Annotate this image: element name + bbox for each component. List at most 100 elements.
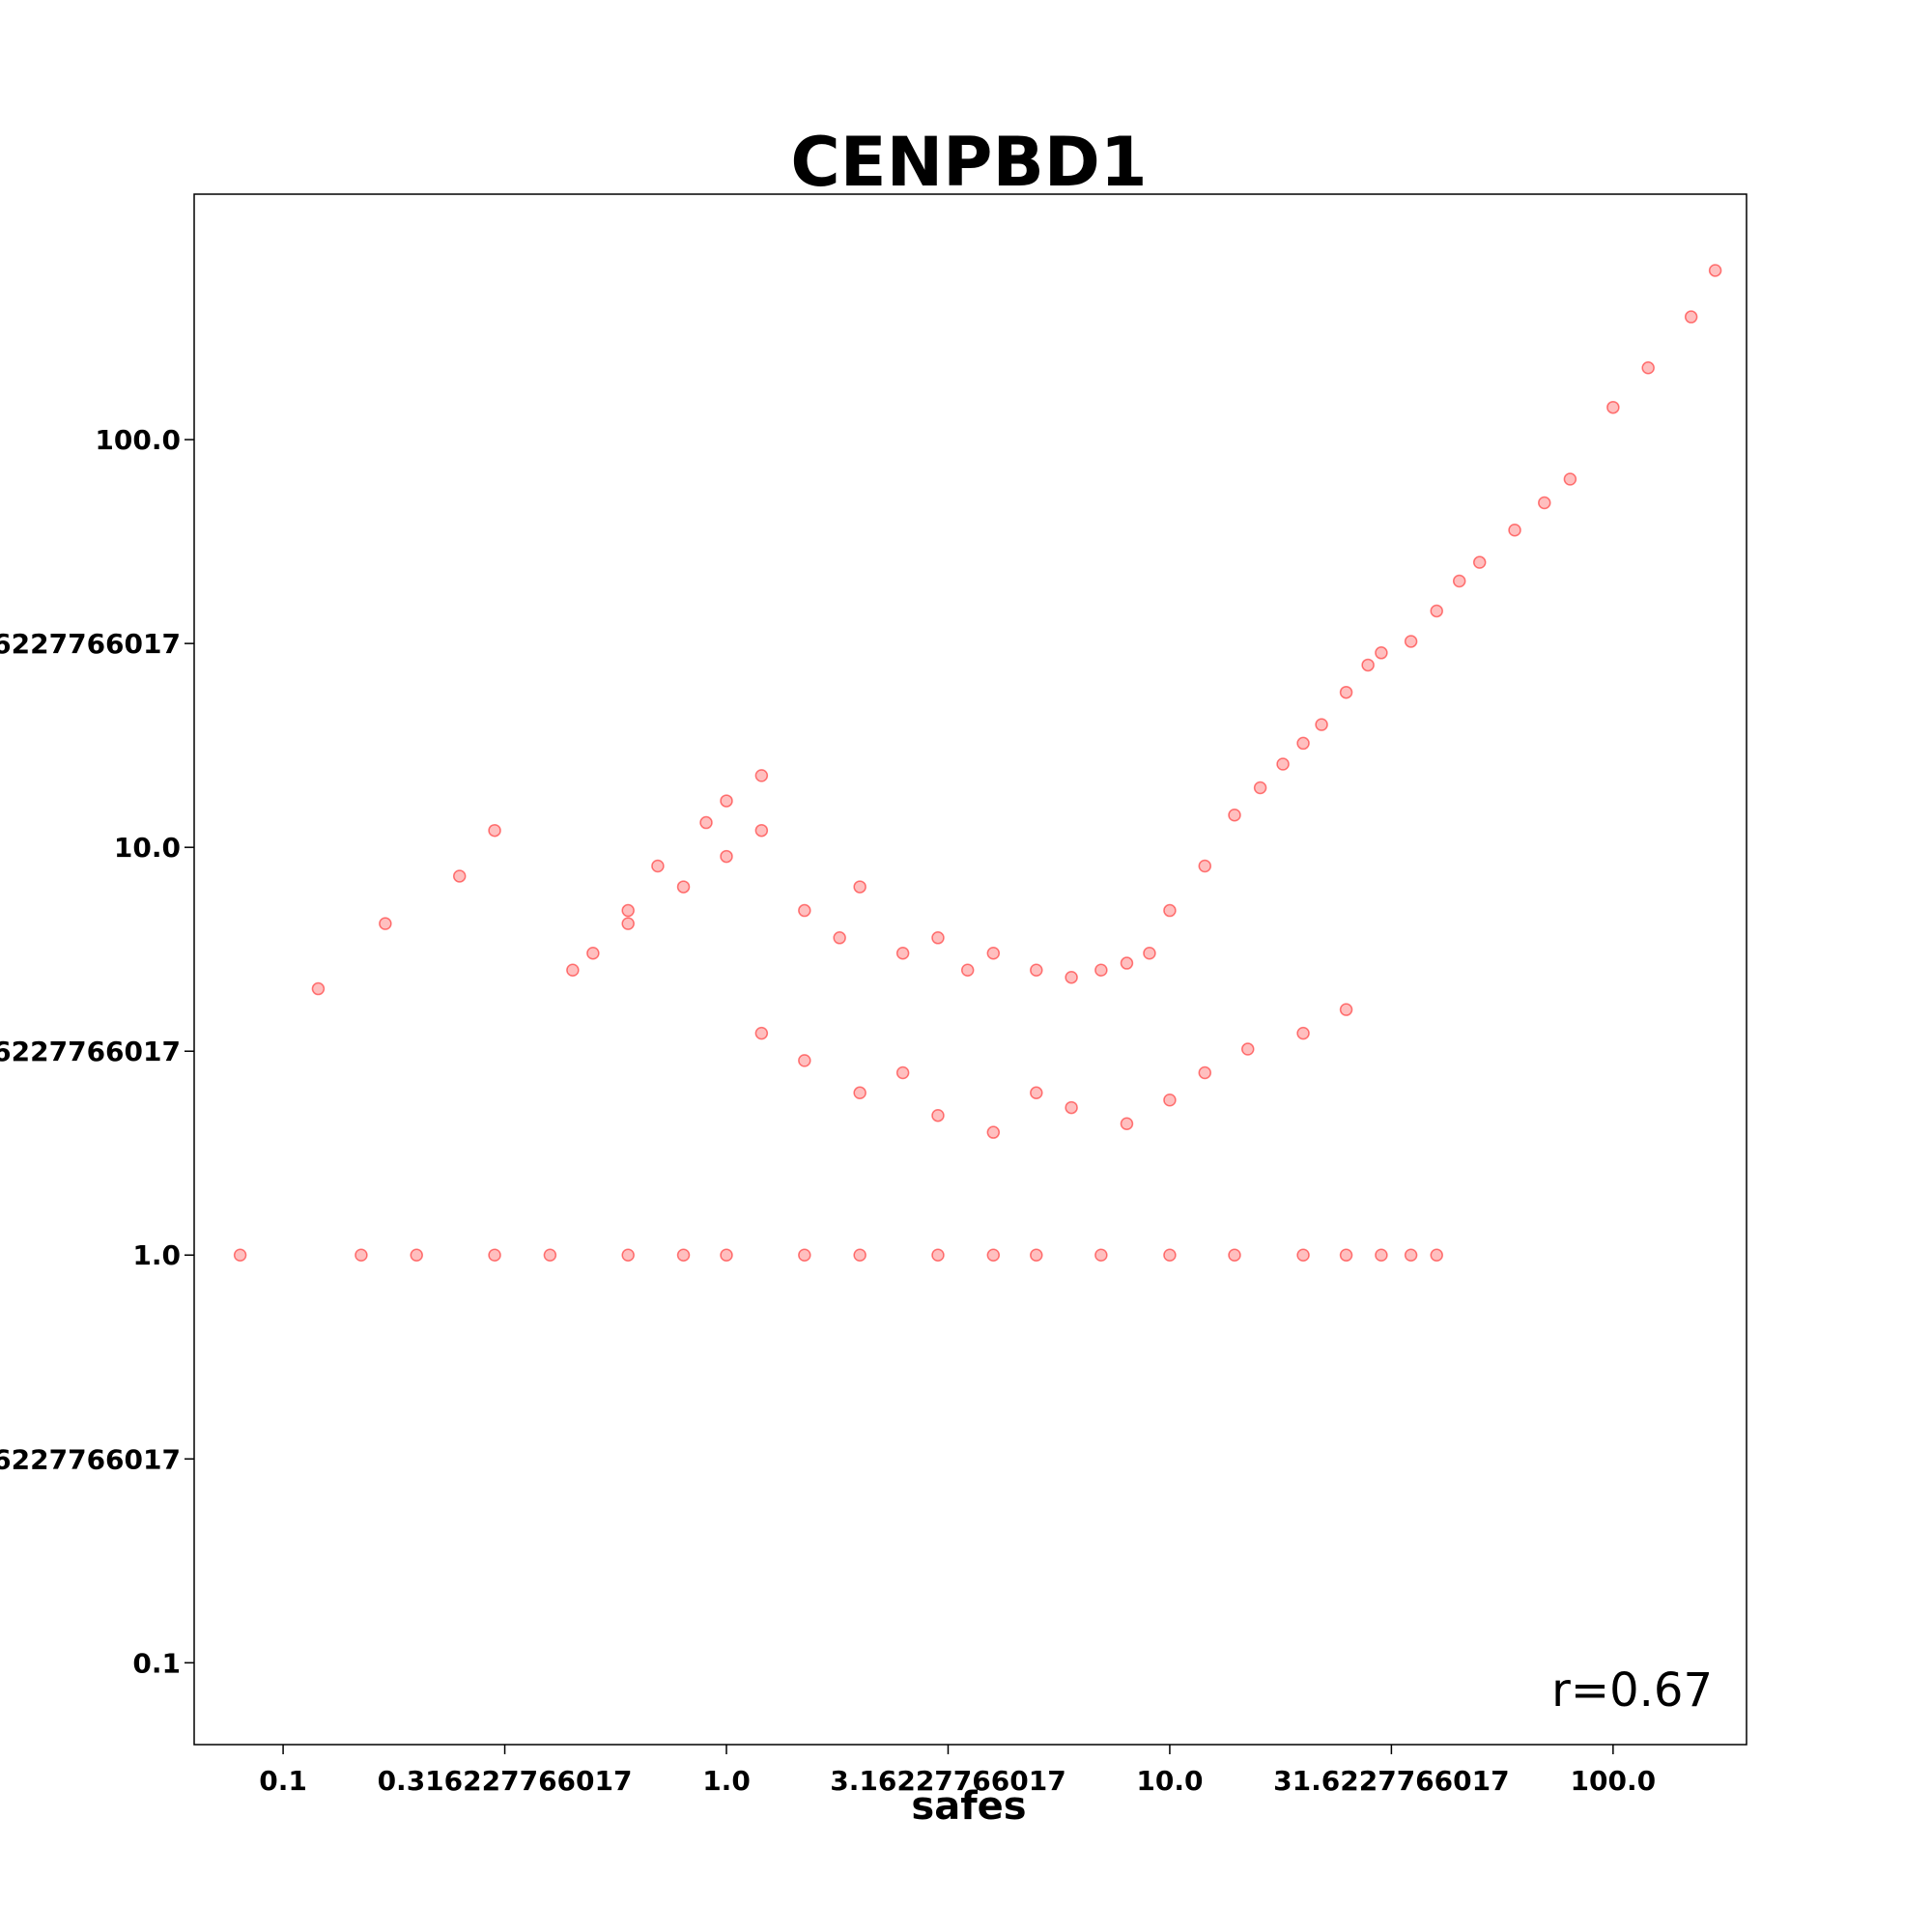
scatter-point [586, 947, 600, 960]
scatter-point [699, 815, 713, 830]
scatter-point [1430, 1248, 1443, 1262]
scatter-point [1375, 646, 1388, 660]
scatter-point [1315, 718, 1328, 731]
scatter-point [1684, 310, 1698, 324]
scatter-point [798, 1054, 811, 1067]
x-tick-label: 1.0 [702, 1765, 751, 1797]
scatter-point [1163, 903, 1177, 918]
scatter-point [1339, 1248, 1353, 1262]
x-tick-label: 0.316227766017 [378, 1765, 633, 1797]
scatter-point [986, 1125, 1001, 1139]
scatter-point [1120, 956, 1134, 970]
y-tick-label: 0.316227766017 [0, 1443, 181, 1475]
scatter-point [233, 1248, 247, 1262]
scatter-point [1163, 1094, 1177, 1107]
scatter-point [931, 1248, 945, 1262]
scatter-point [895, 947, 910, 960]
scatter-point [410, 1248, 423, 1262]
scatter-point [1339, 685, 1353, 699]
scatter-point [1120, 1117, 1134, 1130]
scatter-point [1030, 1248, 1043, 1262]
x-axis-ticks: 0.1 0.316227766017 1.0 3.16227766017 10.0 31.… [259, 1745, 1656, 1797]
scatter-point [1094, 1248, 1108, 1262]
scatter-point [1452, 574, 1466, 588]
scatter-point [621, 903, 635, 918]
scatter-point [931, 931, 945, 945]
scatter-point [931, 1108, 945, 1122]
scatter-point [833, 931, 846, 945]
data-points [233, 264, 1722, 1262]
scatter-point [720, 1248, 733, 1262]
scatter-point [1296, 1248, 1310, 1262]
scatter-point [720, 794, 733, 808]
x-tick-label: 3.16227766017 [830, 1765, 1065, 1797]
x-tick-label: 10.0 [1136, 1765, 1203, 1797]
scatter-point [1538, 496, 1551, 510]
scatter-point [1065, 1100, 1078, 1115]
scatter-point [452, 869, 467, 883]
x-tick-label: 100.0 [1571, 1765, 1657, 1797]
x-tick-label: 0.1 [259, 1765, 307, 1797]
scatter-point [488, 1248, 501, 1262]
scatter-point [1472, 555, 1487, 569]
scatter-point [379, 917, 392, 930]
y-tick-label: 1.0 [132, 1239, 181, 1271]
scatter-point [1296, 736, 1310, 751]
scatter-point [986, 947, 1001, 960]
scatter-point [754, 823, 769, 838]
scatter-point [1641, 361, 1655, 375]
scatter-point [1198, 1065, 1212, 1080]
scatter-point [1361, 658, 1375, 672]
scatter-point [895, 1065, 910, 1080]
scatter-point [853, 1086, 867, 1100]
plot-frame [193, 193, 1747, 1746]
scatter-point [676, 880, 691, 894]
scatter-point [720, 849, 733, 864]
scatter-point [1404, 1248, 1418, 1262]
x-axis-label: safes [911, 1784, 1026, 1829]
scatter-point [1198, 859, 1212, 873]
scatter-point [621, 1248, 635, 1262]
scatter-point [1430, 604, 1443, 618]
scatter-point [1030, 963, 1043, 977]
scatter-point [1508, 523, 1521, 537]
scatter-point [853, 880, 867, 894]
scatter-point [1163, 1248, 1177, 1262]
y-tick-label: 0.1 [132, 1647, 181, 1679]
scatter-point [754, 1026, 769, 1040]
scatter-point [566, 963, 580, 977]
scatter-point [621, 917, 635, 930]
scatter-point [1253, 781, 1267, 795]
scatter-point [1143, 947, 1156, 960]
chart-title: CENPBD1 [790, 123, 1147, 202]
scatter-point [1240, 1042, 1255, 1056]
scatter-point [754, 769, 769, 782]
scatter-point [1404, 635, 1418, 648]
scatter-point [488, 823, 501, 838]
y-axis-ticks: 0.1 0.316227766017 1.0 3.16227766017 10.0 31.… [0, 424, 194, 1679]
y-tick-label: 100.0 [95, 424, 181, 456]
scatter-point [1228, 1248, 1241, 1262]
scatter-point [1030, 1086, 1043, 1100]
scatter-point [986, 1248, 1001, 1262]
scatter-point [1375, 1248, 1388, 1262]
scatter-point [311, 981, 326, 996]
scatter-point [1276, 757, 1290, 771]
scatter-point [543, 1248, 557, 1262]
scatter-point [355, 1248, 368, 1262]
scatter-point [1339, 1003, 1353, 1016]
scatter-point [1228, 809, 1241, 822]
x-tick-label: 31.6227766017 [1273, 1765, 1509, 1797]
scatter-point [1563, 472, 1577, 486]
scatter-point [853, 1248, 867, 1262]
y-tick-label: 31.6227766017 [0, 628, 181, 660]
scatter-point [651, 859, 665, 873]
scatter-point [798, 1248, 811, 1262]
scatter-point [960, 963, 975, 977]
correlation-annotation: r=0.67 [1551, 1663, 1713, 1718]
scatter-point [1708, 264, 1722, 277]
scatter-point [1094, 963, 1108, 977]
y-tick-label: 10.0 [114, 832, 181, 864]
y-tick-label: 3.16227766017 [0, 1036, 181, 1067]
